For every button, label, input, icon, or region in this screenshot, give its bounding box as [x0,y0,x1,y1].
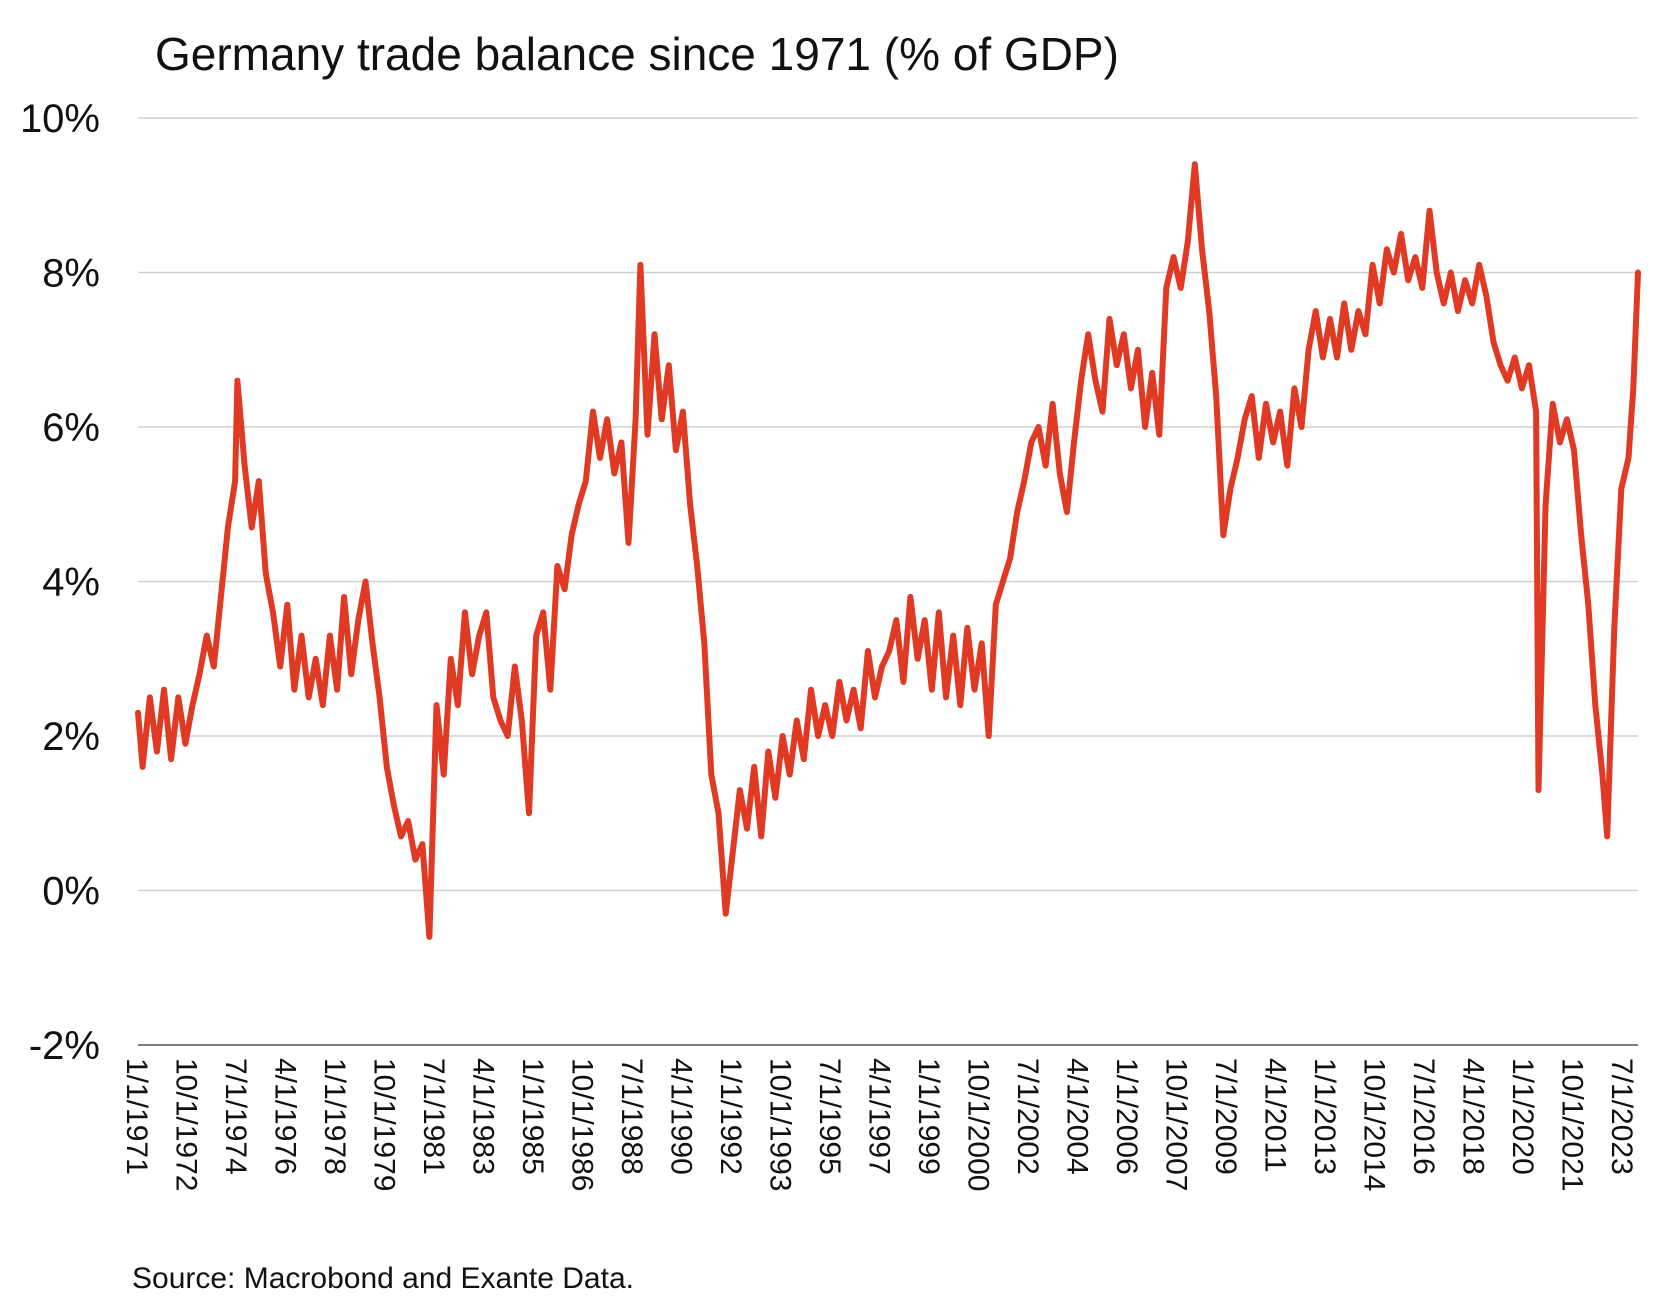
x-tick-label: 4/1/1976 [269,1058,302,1175]
x-tick-label: 10/1/2000 [962,1058,995,1191]
x-tick-label: 4/1/1983 [467,1058,500,1175]
x-tick-label: 10/1/1986 [566,1058,599,1191]
x-tick-label: 1/1/1999 [912,1058,945,1175]
source-note: Source: Macrobond and Exante Data. [132,1262,634,1295]
x-tick-label: 7/1/2016 [1407,1058,1440,1175]
x-tick-label: 4/1/1990 [665,1058,698,1175]
series-layer [135,161,1641,940]
gridlines [138,117,1638,1046]
chart-title: Germany trade balance since 1971 (% of G… [155,28,1119,80]
y-tick-label: 4% [42,561,100,605]
x-tick-label: 1/1/1978 [318,1058,351,1175]
y-tick-label: 6% [42,406,100,450]
x-tick-label: 10/1/1979 [368,1058,401,1191]
x-tick-label: 1/1/2013 [1308,1058,1341,1175]
x-tick-label: 7/1/1995 [813,1058,846,1175]
x-tick-label: 7/1/1981 [417,1058,450,1175]
x-tick-label: 10/1/1972 [170,1058,203,1191]
x-tick-label: 1/1/1985 [516,1058,549,1175]
x-tick-label: 4/1/1997 [863,1058,896,1175]
x-tick-label: 1/1/2020 [1506,1058,1539,1175]
x-tick-label: 1/1/2006 [1110,1058,1143,1175]
y-tick-label: -2% [29,1024,100,1068]
x-tick-label: 4/1/2004 [1061,1058,1094,1175]
x-tick-label: 4/1/2011 [1259,1058,1292,1173]
x-tick-label: 7/1/2002 [1011,1058,1044,1175]
x-tick-label: 4/1/2018 [1457,1058,1490,1175]
y-tick-label: 8% [42,252,100,296]
x-axis-tick-labels: 1/1/1971 10/1/1972 7/1/1974 4/1/1976 1/1/197… [120,1058,1638,1191]
x-tick-label: 7/1/2009 [1209,1058,1242,1175]
y-tick-label: 10% [20,97,100,141]
x-tick-label: 10/1/1993 [764,1058,797,1191]
x-tick-label: 7/1/1974 [219,1058,252,1175]
x-tick-label: 7/1/1988 [615,1058,648,1175]
x-tick-label: 10/1/2021 [1556,1058,1589,1191]
y-axis-tick-labels: -2% 0% 2% 4% 6% 8% 10% [20,97,100,1068]
series-line [135,161,1641,940]
x-tick-label: 10/1/2014 [1358,1058,1391,1191]
x-tick-label: 1/1/1971 [120,1058,153,1175]
y-tick-label: 0% [42,870,100,914]
x-tick-label: 1/1/1992 [714,1058,747,1175]
x-tick-label: 10/1/2007 [1160,1058,1193,1191]
y-tick-label: 2% [42,715,100,759]
x-tick-label: 7/1/2023 [1605,1058,1638,1175]
